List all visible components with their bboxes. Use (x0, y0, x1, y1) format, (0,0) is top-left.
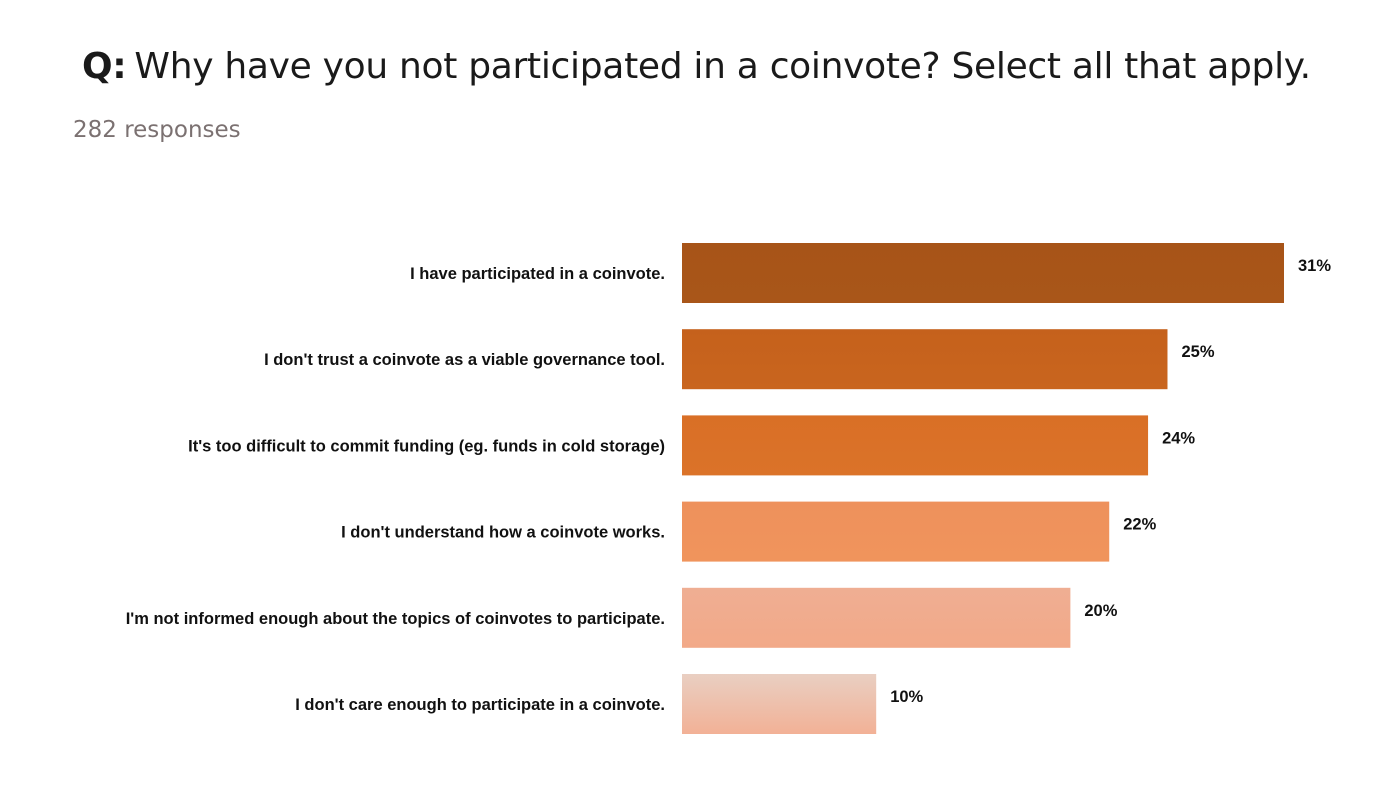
bar (682, 415, 1149, 476)
value-label: 25% (1181, 343, 1214, 361)
bar (682, 674, 877, 734)
value-label: 20% (1084, 602, 1117, 620)
category-label: I don't understand how a coinvote works. (341, 524, 665, 542)
category-label: I have participated in a coinvote. (410, 265, 665, 283)
category-label: It's too difficult to commit funding (eg… (188, 437, 665, 455)
value-label: 24% (1162, 429, 1195, 447)
bars-group: I have participated in a coinvote. 31% I d… (126, 243, 1331, 734)
response-count: 282 responses (73, 117, 241, 143)
question-prefix: Q: (82, 46, 127, 87)
category-label: I'm not informed enough about the topics… (126, 610, 665, 628)
bar (682, 243, 1284, 303)
value-label: 22% (1123, 516, 1156, 534)
chart-title: Q: Why have you not participated in a coi… (82, 46, 1311, 87)
value-label: 10% (890, 688, 923, 706)
question-text: Why have you not participated in a coinv… (134, 46, 1311, 87)
category-label: I don't care enough to participate in a … (295, 696, 665, 714)
category-label: I don't trust a coinvote as a viable gov… (264, 351, 665, 369)
bar (682, 587, 1071, 648)
value-label: 31% (1298, 257, 1331, 275)
bar (682, 329, 1168, 390)
bar (682, 501, 1110, 562)
